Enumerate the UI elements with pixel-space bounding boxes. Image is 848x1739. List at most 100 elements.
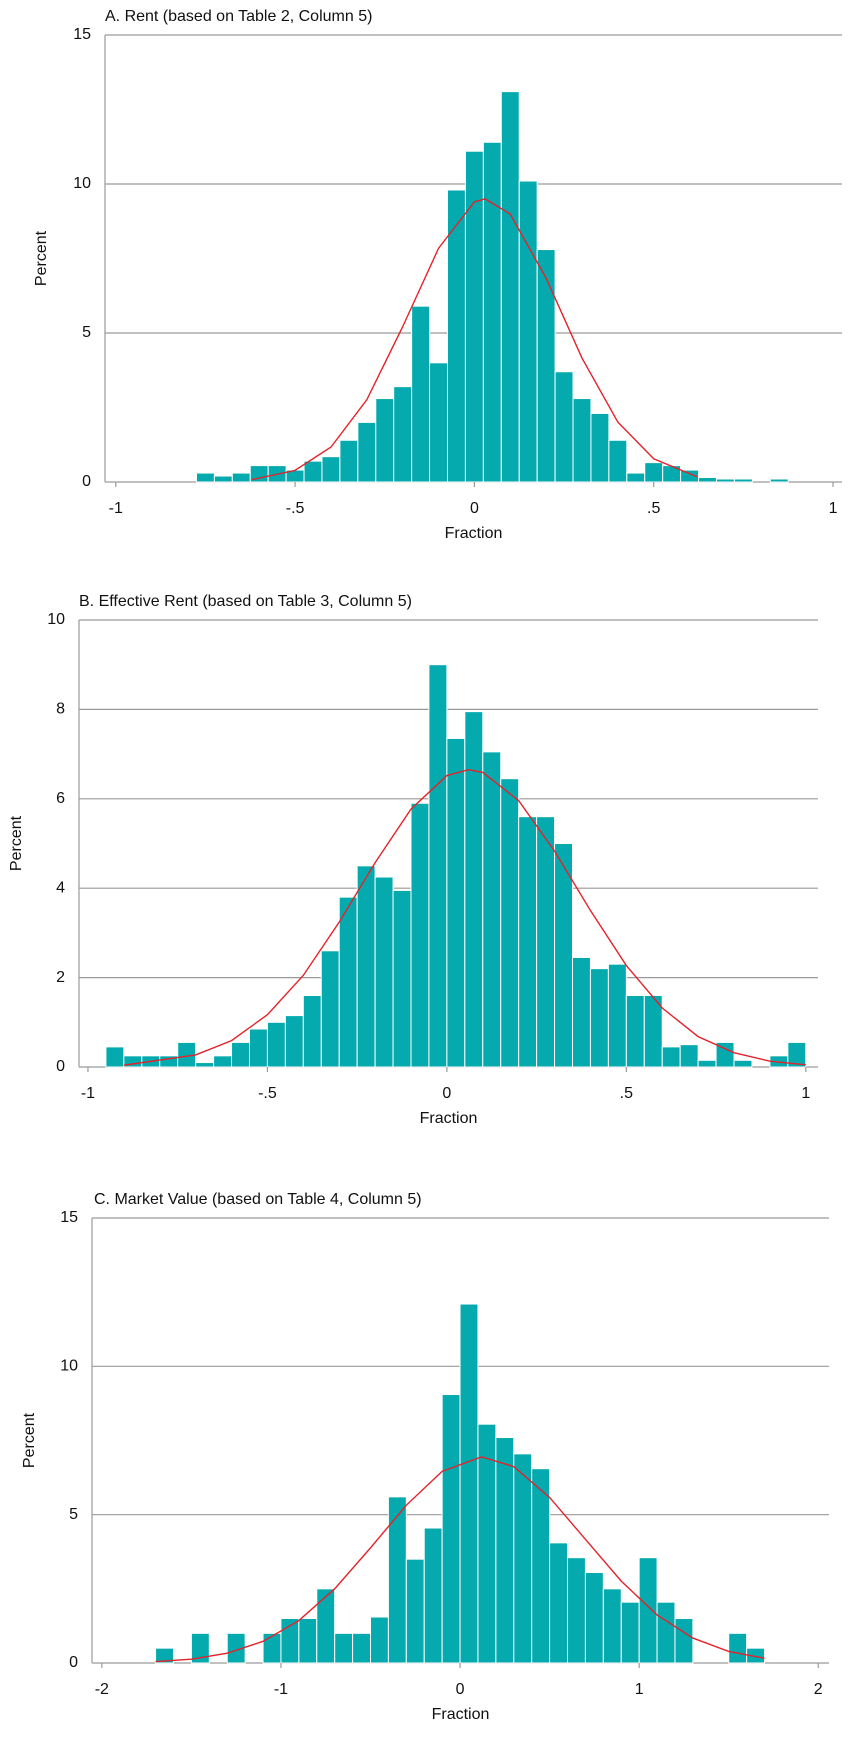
bar	[464, 711, 484, 1068]
y-tick-label: 6	[56, 790, 65, 807]
y-tick-label: 0	[69, 1654, 78, 1671]
bar	[316, 1588, 336, 1664]
y-tick-label: 8	[56, 701, 65, 718]
y-tick-label: 10	[73, 175, 91, 192]
bar	[339, 439, 359, 483]
bar	[608, 439, 628, 483]
bar	[638, 1557, 658, 1664]
bar	[155, 1647, 174, 1664]
bar	[428, 664, 448, 1068]
bar	[518, 816, 538, 1068]
bar	[320, 950, 340, 1068]
y-tick-label: 15	[60, 1209, 78, 1226]
bar	[405, 1558, 425, 1664]
bar	[284, 1015, 304, 1068]
bar	[620, 1601, 640, 1664]
bar	[375, 398, 395, 483]
y-axis-label: Percent	[33, 230, 50, 286]
bar	[495, 1437, 515, 1664]
bar	[352, 1632, 372, 1664]
bar	[429, 362, 448, 483]
y-axis-label: Percent	[8, 815, 25, 871]
y-tick-label: 5	[82, 324, 91, 341]
bar	[298, 1618, 318, 1664]
bar	[733, 1059, 753, 1068]
bar	[213, 1055, 233, 1068]
bar	[625, 994, 645, 1068]
bar	[393, 386, 413, 483]
bar	[536, 816, 556, 1068]
bar	[679, 1044, 699, 1068]
x-tick-label: 2	[814, 1681, 823, 1698]
chart-title: C. Market Value (based on Table 4, Colum…	[94, 1191, 422, 1208]
bar	[680, 469, 700, 483]
bar	[387, 1496, 407, 1664]
bar	[459, 1303, 479, 1664]
bar	[500, 91, 520, 483]
x-tick-label: -.5	[258, 1085, 277, 1102]
bar	[536, 249, 556, 483]
normal-curve	[251, 198, 698, 481]
chart-title: A. Rent (based on Table 2, Column 5)	[105, 8, 372, 25]
y-tick-label: 4	[56, 879, 65, 896]
bar	[715, 478, 735, 483]
x-tick-label: .5	[647, 500, 660, 517]
bar	[262, 1632, 282, 1664]
bar	[321, 456, 341, 483]
x-tick-label: -1	[109, 500, 123, 517]
bar	[656, 1601, 676, 1664]
bar	[715, 1041, 735, 1068]
bar	[105, 1046, 125, 1068]
bar	[513, 1453, 533, 1664]
x-tick-label: -1	[274, 1681, 288, 1698]
y-tick-label: 0	[82, 473, 91, 490]
x-axis-label: Fraction	[432, 1706, 490, 1723]
bar	[607, 963, 627, 1068]
bar	[728, 1632, 748, 1664]
bar	[518, 180, 538, 483]
bar	[410, 802, 430, 1068]
x-axis-label: Fraction	[420, 1110, 478, 1127]
bar	[356, 865, 376, 1068]
bar	[392, 889, 412, 1068]
bar	[567, 1557, 586, 1664]
bar	[357, 421, 377, 483]
bar	[554, 843, 574, 1068]
bar	[549, 1542, 569, 1664]
y-tick-label: 0	[56, 1058, 65, 1075]
normal-curve	[123, 769, 806, 1066]
bar	[746, 1647, 766, 1664]
x-tick-label: .5	[620, 1085, 633, 1102]
x-tick-label: -1	[81, 1085, 95, 1102]
bar	[697, 1059, 717, 1068]
bar	[195, 472, 215, 483]
bar	[572, 398, 592, 483]
bar	[733, 478, 753, 483]
bar	[661, 1046, 681, 1068]
y-tick-label: 15	[73, 26, 91, 43]
bar	[590, 412, 610, 483]
bar	[698, 477, 717, 483]
x-tick-label: 1	[635, 1681, 644, 1698]
bar	[248, 1028, 268, 1068]
x-tick-label: 0	[442, 1085, 451, 1102]
bar	[482, 751, 502, 1068]
bar	[674, 1618, 694, 1664]
bar	[500, 778, 520, 1068]
bar	[303, 460, 323, 483]
bar	[213, 475, 233, 483]
bar	[370, 1616, 389, 1664]
bar	[266, 1021, 286, 1068]
y-tick-label: 10	[60, 1358, 78, 1375]
x-tick-label: 0	[470, 500, 479, 517]
bar	[334, 1632, 354, 1664]
bar	[226, 1632, 246, 1664]
bar	[302, 994, 322, 1068]
bar	[195, 1062, 215, 1068]
y-tick-label: 2	[56, 969, 65, 986]
bar	[231, 472, 251, 483]
bar	[231, 1041, 250, 1068]
bar	[531, 1468, 551, 1664]
x-tick-label: 1	[801, 1085, 810, 1102]
